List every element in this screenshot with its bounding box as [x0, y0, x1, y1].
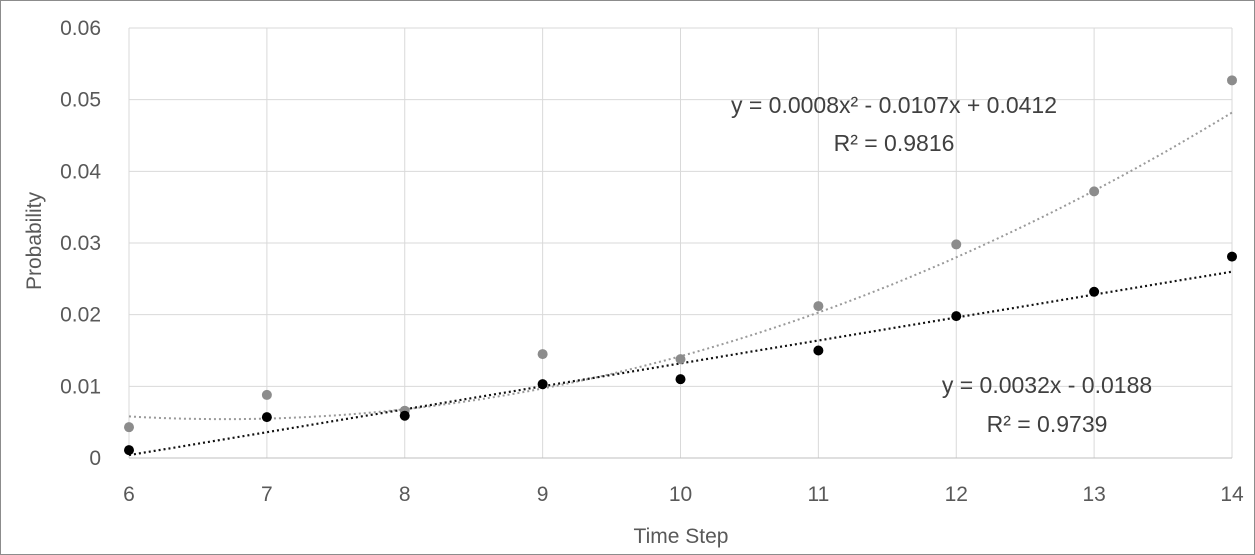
linear-trend-equation: y = 0.0032x - 0.0188 — [942, 372, 1152, 398]
y-tick-label: 0.03 — [60, 232, 101, 255]
y-axis-title: Probability — [23, 191, 46, 290]
y-tick-label: 0.06 — [60, 17, 101, 40]
black-series-point — [399, 410, 410, 421]
black-series-point — [675, 374, 686, 385]
black-series-point — [124, 445, 134, 456]
gray-series-point — [951, 239, 962, 250]
x-tick-label: 11 — [807, 483, 829, 506]
x-tick-label: 13 — [1082, 483, 1105, 506]
black-series-point — [261, 412, 272, 423]
y-tick-label: 0 — [89, 447, 101, 470]
x-tick-label: 12 — [945, 483, 968, 506]
gray-series-point — [261, 389, 272, 400]
x-axis-title: Time Step — [634, 525, 729, 548]
black-series-point — [1227, 251, 1237, 262]
x-tick-label: 14 — [1220, 483, 1244, 506]
poly-trend-equation: y = 0.0008x² - 0.0107x + 0.0412 — [731, 92, 1057, 118]
x-tick-label: 10 — [669, 483, 692, 506]
gray-series-point — [675, 354, 686, 365]
gray-series-point — [1089, 186, 1100, 197]
y-tick-label: 0.05 — [60, 89, 101, 112]
gray-series-point — [813, 301, 824, 312]
linear-trendline — [128, 270, 1233, 457]
grid — [128, 27, 1233, 459]
black-series-point — [813, 345, 824, 356]
linear-trend-r-squared: R² = 0.9739 — [987, 411, 1108, 437]
x-tick-label: 9 — [537, 483, 549, 506]
gray-series-point — [1227, 75, 1237, 86]
black-series-point — [1089, 286, 1100, 297]
black-series-point — [537, 379, 548, 390]
gray-series-point — [537, 349, 548, 360]
x-tick-label: 6 — [123, 483, 135, 506]
x-tick-label: 8 — [399, 483, 411, 506]
black-series-point — [951, 311, 962, 322]
gray-series-point — [124, 422, 134, 433]
tick-labels: 6 7 8 9 10 11 12 13 14 0 0.01 0.02 0.03 0.04 0.05 0.06 — [60, 17, 1244, 506]
poly-trend-r-squared: R² = 0.9816 — [834, 130, 955, 156]
trendlines — [128, 111, 1233, 457]
y-tick-label: 0.01 — [60, 375, 101, 398]
y-tick-label: 0.04 — [60, 160, 101, 183]
y-tick-label: 0.02 — [60, 304, 101, 327]
data-points — [124, 75, 1237, 456]
x-tick-label: 7 — [261, 483, 273, 506]
